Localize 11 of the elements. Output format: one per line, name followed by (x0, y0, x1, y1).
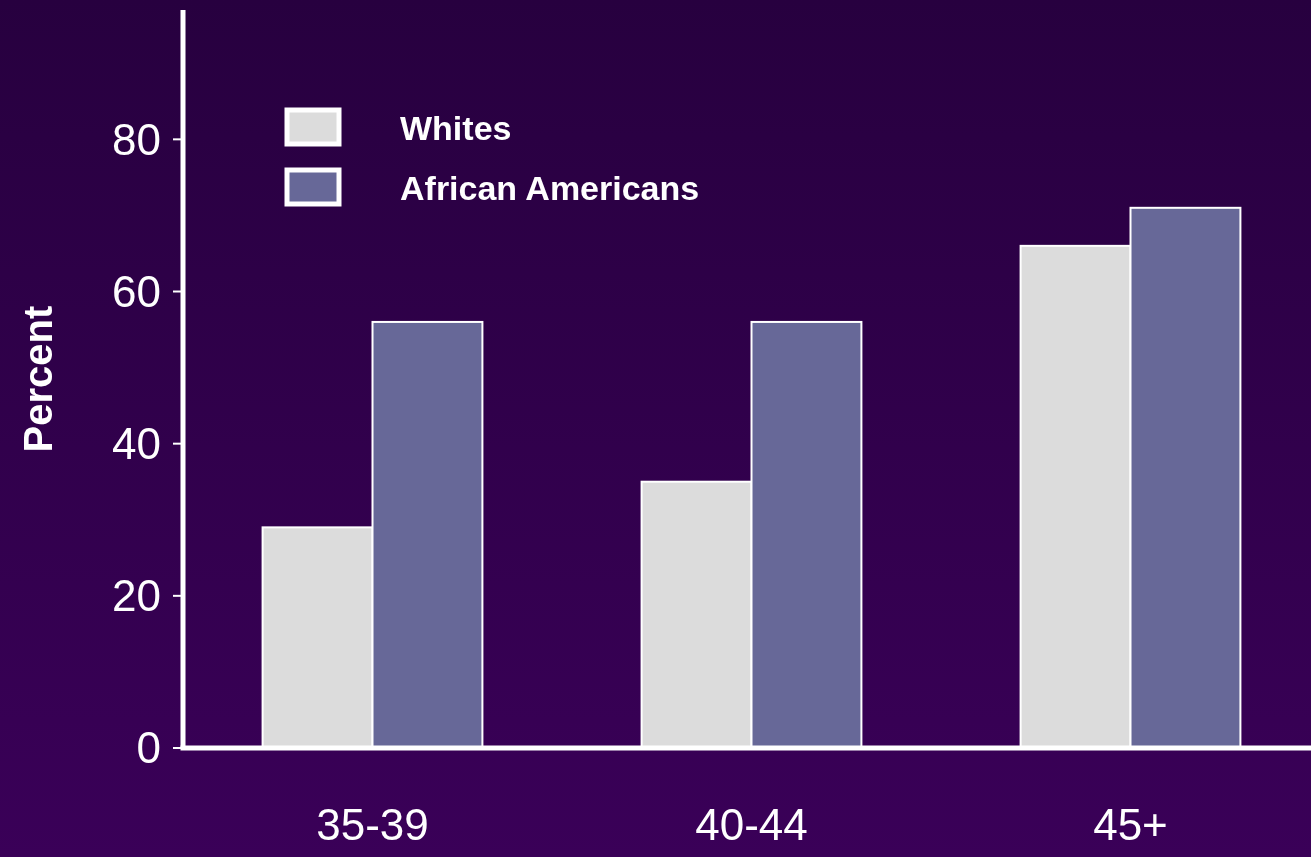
y-tick-label: 0 (136, 723, 161, 773)
y-axis-title: Percent (16, 305, 60, 453)
y-tick-label: 60 (112, 266, 161, 316)
x-tick-label: 40-44 (695, 800, 808, 849)
legend-label: Whites (400, 108, 512, 147)
legend-label: African Americans (400, 168, 700, 207)
y-tick-label: 80 (112, 114, 161, 164)
x-tick-label: 35-39 (316, 800, 429, 849)
y-tick-label: 20 (112, 571, 161, 621)
y-tick-label: 40 (112, 419, 161, 469)
x-tick-label: 45+ (1093, 800, 1168, 849)
